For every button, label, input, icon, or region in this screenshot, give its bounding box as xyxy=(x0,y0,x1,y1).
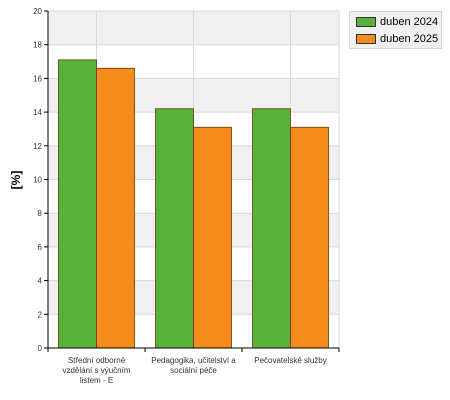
legend-swatch-series-2 xyxy=(356,34,376,44)
bar-1-2[interactable] xyxy=(155,108,194,349)
y-axis-label: [%] xyxy=(9,171,23,190)
y-tick-label: 2 xyxy=(38,310,43,319)
legend: duben 2024 duben 2025 xyxy=(349,11,442,49)
y-tick-label: 0 xyxy=(38,344,43,353)
legend-swatch-series-1 xyxy=(356,17,376,27)
legend-item-series-1[interactable]: duben 2024 xyxy=(356,15,438,29)
y-tick-label: 4 xyxy=(38,277,43,286)
y-tick-label: 14 xyxy=(33,108,42,117)
legend-item-series-2[interactable]: duben 2025 xyxy=(356,32,438,46)
legend-label-series-2: duben 2025 xyxy=(380,33,439,45)
x-category-label: Pečovatelské služby xyxy=(254,356,326,365)
bar-2-1[interactable] xyxy=(96,67,135,349)
x-category-label: Pedagogika, učitelství a xyxy=(151,356,236,365)
axes xyxy=(44,10,340,352)
y-tick-labels: 0 2 4 6 8 10 12 14 16 18 20 xyxy=(33,7,42,353)
bar-1-3[interactable] xyxy=(252,108,291,349)
legend-label-series-1: duben 2024 xyxy=(380,16,439,28)
y-tick-label: 20 xyxy=(33,7,42,16)
y-tick-label: 16 xyxy=(33,74,42,83)
y-tick-label: 18 xyxy=(33,41,42,50)
x-category-label: vzdělání s výučním xyxy=(62,366,130,375)
x-category-label: Střední odborné xyxy=(68,356,126,365)
y-tick-label: 12 xyxy=(33,142,42,151)
bars xyxy=(58,59,329,349)
y-tick-label: 10 xyxy=(33,176,42,185)
x-category-label: listem - E xyxy=(80,376,113,385)
bar-2-3[interactable] xyxy=(290,126,329,349)
bar-2-2[interactable] xyxy=(193,126,232,349)
y-tick-label: 6 xyxy=(38,243,43,252)
x-category-label: sociální péče xyxy=(170,366,217,375)
y-tick-label: 8 xyxy=(38,209,43,218)
bar-1-1[interactable] xyxy=(58,59,97,349)
